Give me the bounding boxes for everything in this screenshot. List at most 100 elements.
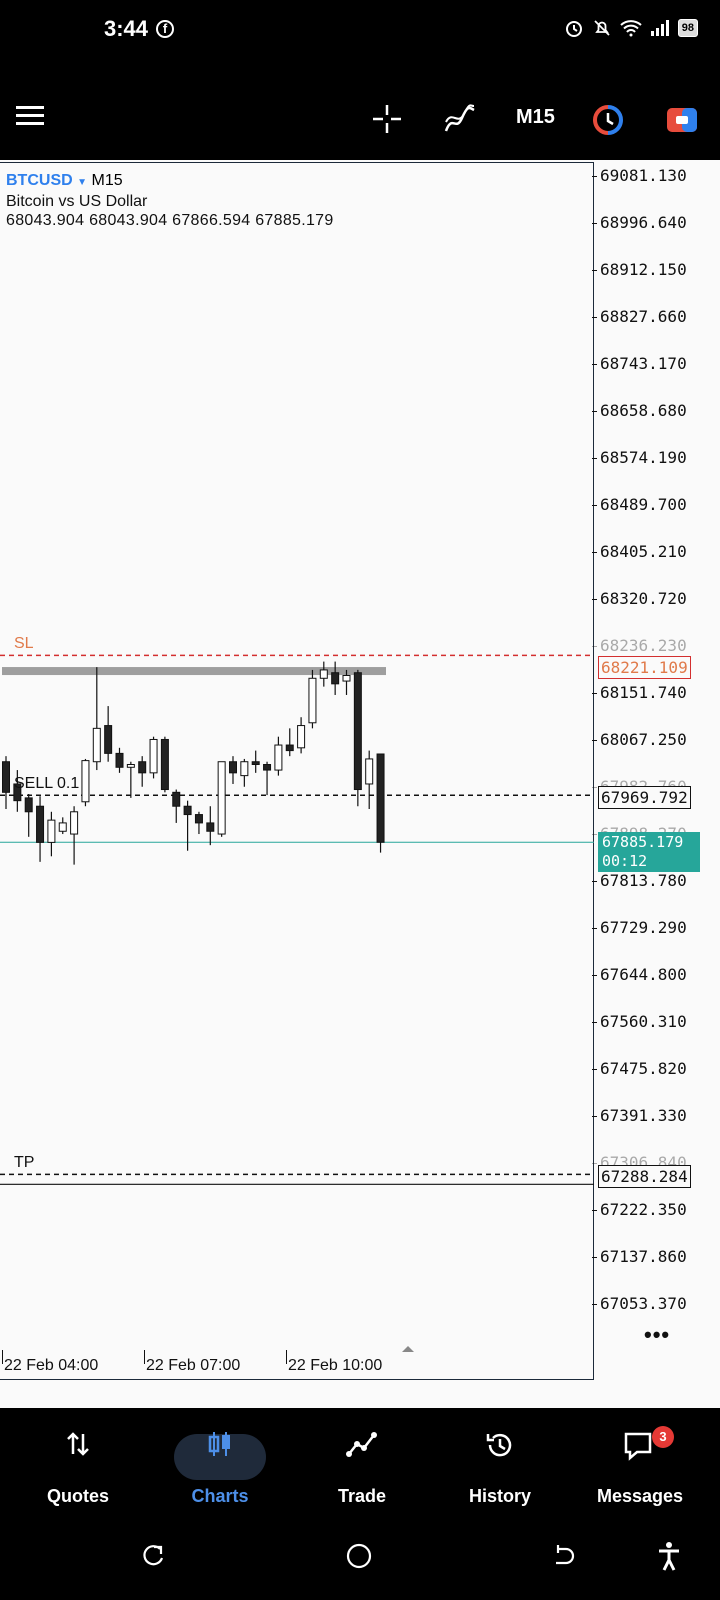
bull-candle — [70, 811, 79, 835]
bull-candle — [81, 760, 90, 803]
nav-charts-label: Charts — [191, 1486, 249, 1506]
status-icons: 98 — [564, 18, 698, 38]
bear-candle — [24, 797, 33, 813]
nav-messages[interactable]: 3 Messages — [570, 1408, 710, 1520]
timeframe-button[interactable]: M15 — [516, 106, 555, 128]
nav-trade[interactable]: Trade — [292, 1408, 432, 1520]
nav-history-label: History — [468, 1486, 531, 1506]
symbol-dropdown-icon[interactable]: ▼ — [77, 177, 88, 188]
status-bar: 3:44 f 98 — [0, 0, 720, 60]
facebook-notification-icon: f — [156, 20, 174, 38]
candlestick-series — [0, 654, 594, 1185]
price-tick-label: 68489.700 — [592, 495, 687, 514]
bottom-navigation: Quotes Charts Trade History 3 Messages — [0, 1408, 720, 1520]
plot-area — [0, 162, 594, 1380]
one-click-trading-icon[interactable] — [592, 104, 624, 136]
more-options-icon[interactable]: ••• — [644, 1322, 671, 1347]
price-tick-label: 67137.860 — [592, 1247, 687, 1266]
current-price-label: 67885.179 00:12 — [598, 832, 700, 872]
price-tick-label: 67560.310 — [592, 1012, 687, 1031]
bear-candle — [285, 744, 294, 752]
nav-charts[interactable]: Charts — [150, 1408, 290, 1520]
price-tick-label: 67729.290 — [592, 918, 687, 937]
time-tick — [286, 1350, 287, 1364]
crosshair-icon[interactable] — [372, 104, 402, 134]
bear-candle — [138, 761, 147, 774]
alarm-icon — [565, 21, 582, 37]
sell-line-label[interactable]: SELL 0.1 — [14, 775, 80, 792]
system-navigation-bar — [0, 1520, 720, 1600]
price-tick-label: 68320.720 — [592, 589, 687, 608]
symbol-selector[interactable]: BTCUSD — [6, 172, 73, 189]
bull-candle — [365, 758, 374, 785]
bull-candle — [47, 819, 56, 843]
price-tick-label: 68743.170 — [592, 354, 687, 373]
price-chart[interactable]: BTCUSD ▼ M15 Bitcoin vs US Dollar 68043.… — [0, 160, 720, 1408]
menu-icon[interactable] — [16, 105, 44, 127]
price-tick-label: 69081.130 — [592, 166, 687, 185]
price-tick-label: 68912.150 — [592, 260, 687, 279]
bear-candle — [331, 672, 340, 685]
current-price: 67885.179 — [602, 833, 684, 851]
bull-candle — [240, 761, 249, 777]
bear-candle — [160, 738, 169, 791]
bear-candle — [13, 783, 22, 802]
bear-candle — [36, 805, 45, 843]
price-tick-label: 68405.210 — [592, 542, 687, 561]
bear-candle — [2, 761, 10, 793]
bear-candle — [353, 672, 362, 791]
price-tick-label: 68151.740 — [592, 683, 687, 702]
nav-quotes-label: Quotes — [46, 1486, 109, 1506]
time-label: 22 Feb 07:00 — [146, 1357, 241, 1374]
trade-icon — [346, 1432, 377, 1457]
tp-price-label: 67288.284 — [598, 1165, 691, 1188]
trade-panel-icon[interactable] — [666, 106, 698, 134]
ohlc-values: 68043.904 68043.904 67866.594 67885.179 — [6, 212, 334, 229]
price-tick-label: 68827.660 — [592, 307, 687, 326]
time-tick — [144, 1350, 145, 1364]
chart-toolbar: M15 — [0, 60, 720, 160]
price-tick-label: 67813.780 — [592, 871, 687, 890]
bear-candle — [206, 822, 215, 832]
signal-icon — [650, 20, 669, 36]
bear-candle — [183, 805, 192, 816]
messages-icon — [624, 1432, 652, 1461]
price-tick-label: 67222.350 — [592, 1200, 687, 1219]
messages-badge: 3 — [652, 1426, 674, 1448]
scroll-marker-icon — [402, 1346, 414, 1352]
sl-line-label: SL — [14, 635, 34, 652]
price-tick-label: 68658.680 — [592, 401, 687, 420]
bear-candle — [229, 761, 237, 774]
recent-apps-icon[interactable] — [140, 1543, 166, 1569]
price-tick-label: 68996.640 — [592, 213, 687, 232]
status-time: 3:44 — [104, 16, 149, 41]
bull-candle — [342, 674, 351, 682]
price-tick-label: 67644.800 — [592, 965, 687, 984]
price-tick-label: 68236.230 — [592, 636, 687, 655]
bear-candle — [263, 764, 272, 771]
symbol-header: BTCUSD ▼ M15 — [6, 172, 123, 190]
price-tick-label: 67053.370 — [592, 1294, 687, 1313]
accessibility-icon[interactable] — [656, 1540, 682, 1572]
nav-history[interactable]: History — [430, 1408, 570, 1520]
bull-candle — [92, 727, 101, 763]
price-tick-label: 68067.250 — [592, 730, 687, 749]
home-icon[interactable] — [345, 1542, 373, 1570]
battery-indicator: 98 — [677, 19, 698, 37]
bull-candle — [217, 761, 226, 835]
price-tick-label: 68574.190 — [592, 448, 687, 467]
bear-candle — [251, 761, 260, 766]
wifi-icon — [620, 20, 642, 37]
bear-candle — [115, 752, 124, 768]
symbol-description: Bitcoin vs US Dollar — [6, 193, 148, 210]
quotes-icon — [67, 1432, 89, 1456]
time-label: 22 Feb 10:00 — [288, 1357, 383, 1374]
nav-quotes[interactable]: Quotes — [8, 1408, 148, 1520]
pending-order-bar — [2, 667, 386, 676]
bull-candle — [297, 725, 306, 749]
indicators-icon[interactable] — [444, 104, 476, 134]
nav-trade-label: Trade — [337, 1486, 387, 1506]
charts-icon — [208, 1432, 230, 1456]
back-icon[interactable] — [550, 1543, 576, 1569]
price-tick-label: 67475.820 — [592, 1059, 687, 1078]
